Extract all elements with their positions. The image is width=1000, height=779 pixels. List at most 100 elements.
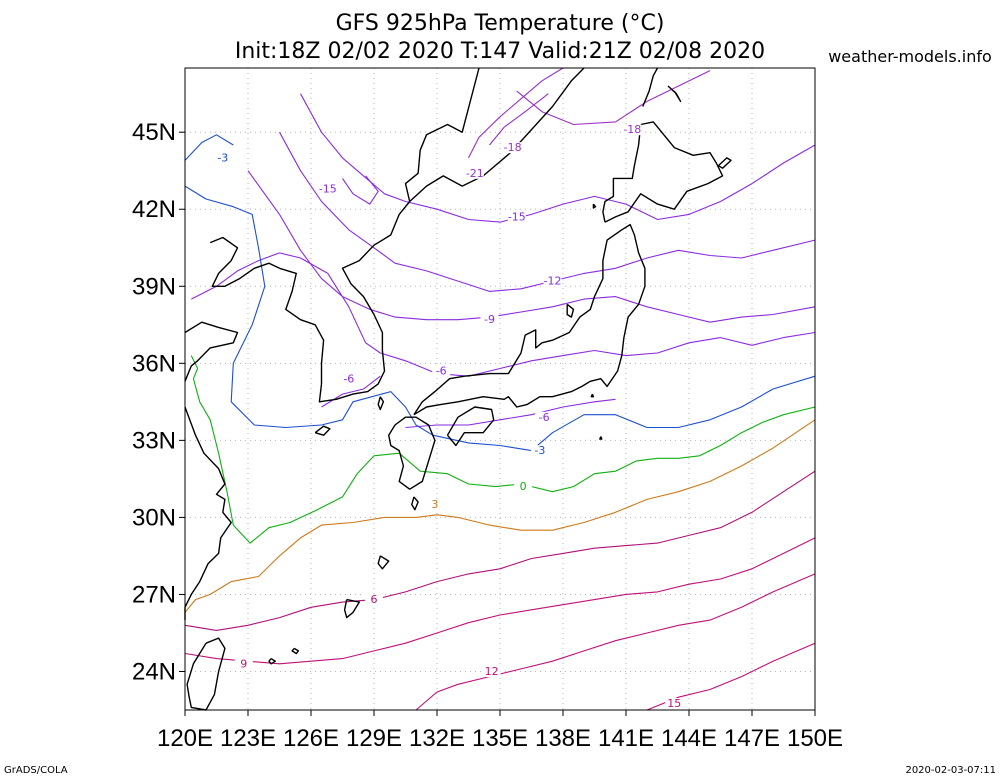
- contour-label-bg: [623, 124, 642, 136]
- site-label: weather-models.info: [828, 47, 992, 66]
- contour-label: -18: [504, 141, 522, 154]
- contour-label: -9: [484, 313, 495, 326]
- coastline-china-shandong: [184, 321, 239, 382]
- contour-label: -6: [539, 411, 550, 424]
- coastline-china-coast: [209, 236, 280, 287]
- coastlines: [184, 67, 732, 711]
- chart-title-line1: GFS 925hPa Temperature (°C): [336, 11, 665, 36]
- x-tick-label: 135E: [472, 725, 528, 752]
- footer-left: GrADS/COLA: [4, 765, 68, 776]
- contour-label-bg: [365, 594, 383, 606]
- coastline-sakhalin: [642, 67, 659, 107]
- y-axis: 24N 27N 30N 33N 36N 39N 42N 45N: [132, 119, 185, 685]
- coastline-china-south: [184, 406, 232, 621]
- coastline-hachijo: [599, 436, 603, 440]
- coastline-kyushu: [388, 416, 436, 490]
- coastline-shikoku: [446, 406, 495, 447]
- x-tick-label: 123E: [220, 725, 276, 752]
- contour-line: [184, 470, 816, 631]
- contour-label-bg: [425, 499, 444, 511]
- coastline-china-manchuria: [404, 67, 480, 202]
- contour-label-bg: [234, 658, 253, 670]
- y-tick-label: 24N: [132, 658, 176, 685]
- contour-label: -15: [319, 182, 337, 195]
- contour-label: 15: [667, 697, 681, 710]
- contour-line: [415, 573, 816, 711]
- contour-label: -3: [217, 151, 228, 164]
- contour-line: [184, 537, 816, 665]
- x-tick-label: 138E: [535, 725, 591, 752]
- y-tick-label: 36N: [132, 350, 176, 377]
- contour-label: 0: [520, 480, 527, 493]
- x-axis: 120E 123E 126E 129E 132E 135E 138E 141E 144E 147E…: [157, 710, 843, 752]
- contour-line: [184, 419, 816, 613]
- contour-label-bg: [480, 314, 499, 326]
- y-tick-label: 27N: [132, 581, 176, 608]
- y-tick-label: 30N: [132, 504, 176, 531]
- contour-label: 9: [240, 657, 247, 670]
- contour-label: -21: [466, 167, 484, 180]
- contour-line: [489, 93, 549, 146]
- x-tick-label: 144E: [661, 725, 717, 752]
- contour-label: 6: [371, 593, 378, 606]
- coastline-amami: [377, 555, 390, 570]
- contour-line: [468, 67, 564, 159]
- contour-label: 12: [485, 665, 499, 678]
- contour-label-bg: [482, 666, 501, 678]
- x-tick-label: 147E: [724, 725, 780, 752]
- contour-label-bg: [503, 142, 522, 154]
- contour-label-bg: [318, 183, 337, 195]
- coastline-okinawa: [343, 598, 360, 619]
- contour-label: -3: [534, 444, 545, 457]
- contour-line: [342, 175, 379, 205]
- coastline-kunashir: [717, 157, 732, 169]
- contour-label: -18: [623, 123, 641, 136]
- coastline-okushiri: [592, 203, 597, 209]
- contour-line: [247, 170, 816, 323]
- contour-label-bg: [213, 152, 232, 164]
- contour-label-bg: [535, 411, 554, 423]
- coastline-tsushima: [377, 396, 385, 411]
- contour-labels: -18 -18 -21 -15 -15 -12 -9 -6 -6 -6 -3 -3 0 3 6 9 12 15: [213, 123, 684, 710]
- coastline-ishigaki: [268, 658, 276, 665]
- contour-label-bg: [530, 445, 549, 457]
- coastline-honshu: [413, 223, 646, 416]
- x-tick-label: 126E: [283, 725, 339, 752]
- contour-line: [300, 93, 816, 223]
- contour-line: [279, 131, 816, 292]
- contour-label-bg: [507, 211, 526, 223]
- contours: [184, 67, 816, 711]
- x-tick-label: 120E: [157, 725, 213, 752]
- contour-label-bg: [665, 698, 684, 709]
- contour-label-bg: [339, 373, 358, 385]
- coastline-taiwan: [186, 637, 226, 711]
- coastline-tanegashima: [411, 496, 419, 511]
- y-tick-label: 39N: [132, 273, 176, 300]
- contour-line: [184, 134, 234, 161]
- contour-label-bg: [543, 275, 562, 287]
- contour-label: -12: [544, 275, 562, 288]
- contour-label: -6: [343, 372, 354, 385]
- y-tick-label: 33N: [132, 427, 176, 454]
- x-tick-label: 150E: [787, 725, 843, 752]
- contour-line: [190, 355, 816, 544]
- coastline-russia-coast: [409, 67, 585, 203]
- contour-line: [516, 70, 711, 126]
- y-tick-label: 45N: [132, 119, 176, 146]
- coastline-sado: [566, 303, 575, 318]
- coastline-jeju: [314, 425, 331, 436]
- contour-label-bg: [432, 365, 451, 377]
- coastline-korea: [279, 201, 411, 403]
- contour-label: 3: [431, 498, 438, 511]
- contour-label: -15: [508, 211, 526, 224]
- contour-line: [184, 185, 816, 452]
- x-tick-label: 129E: [346, 725, 402, 752]
- x-tick-label: 132E: [409, 725, 465, 752]
- x-tick-label: 141E: [598, 725, 654, 752]
- coastline-hokkaido: [602, 121, 724, 223]
- coastline-izu-oshima: [590, 393, 595, 398]
- contour-label: -6: [436, 365, 447, 378]
- contour-label-bg: [514, 481, 533, 493]
- y-tick-label: 42N: [132, 196, 176, 223]
